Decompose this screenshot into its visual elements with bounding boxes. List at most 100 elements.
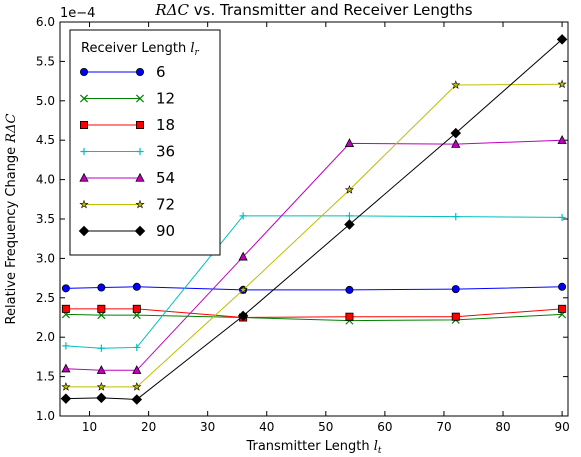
legend-entry: 6: [80, 63, 166, 81]
data-point: [556, 34, 568, 45]
data-point: [80, 147, 88, 156]
x-axis-title-math: l: [374, 439, 378, 454]
data-point: [97, 304, 106, 313]
data-point: [61, 363, 71, 373]
data-point: [60, 393, 72, 404]
x-axis-title-text: Transmitter Length: [245, 439, 373, 454]
data-point: [452, 213, 460, 221]
data-point: [135, 199, 145, 209]
x-tick-label: 20: [141, 420, 156, 434]
data-point: [237, 310, 249, 322]
y-tick-label: 3.5: [36, 212, 55, 226]
data-point: [558, 304, 567, 313]
x-tick-label: 30: [200, 420, 215, 434]
data-point: [344, 138, 355, 147]
data-point: [96, 381, 106, 391]
x-tick-label: 90: [554, 420, 569, 434]
data-point: [136, 147, 144, 156]
legend-frame: [69, 29, 221, 256]
y-tick-label: 2.5: [36, 291, 55, 305]
data-point: [80, 121, 89, 130]
data-point: [132, 282, 141, 291]
legend-entry: 18: [80, 116, 175, 134]
data-point: [451, 285, 460, 294]
legend-title-sub: r: [195, 48, 200, 58]
data-point: [557, 135, 567, 144]
series-layer: [60, 34, 568, 405]
x-axis-ticks: 10 20 30 40 50 60 70 80 90: [82, 22, 570, 434]
y-multiplier: 1e−4: [60, 6, 95, 21]
legend-entry: 54: [79, 169, 175, 187]
legend: Receiver Length lr 6 12 18 36 54 72 90: [69, 29, 221, 256]
data-point: [79, 199, 89, 209]
y-tick-label: 5.0: [36, 94, 55, 108]
y-tick-label: 4.0: [36, 173, 55, 187]
data-point: [135, 94, 145, 103]
x-axis-title-sub: t: [378, 446, 382, 456]
data-point: [450, 127, 462, 139]
x-axis-title: Transmitter Length lt: [245, 439, 381, 456]
series-54: [61, 135, 567, 374]
data-point: [61, 304, 70, 313]
y-tick-label: 1.0: [36, 409, 55, 423]
legend-label: 90: [156, 222, 175, 240]
y-tick-label: 2.0: [36, 330, 55, 344]
x-tick-label: 70: [436, 420, 451, 434]
data-point: [61, 381, 71, 391]
y-axis-title: Relative Frequency Change RΔC: [4, 114, 19, 325]
x-tick-label: 60: [377, 420, 392, 434]
legend-title: Receiver Length lr: [81, 41, 200, 58]
data-point: [557, 79, 567, 89]
legend-label: 72: [156, 196, 175, 214]
legend-label: 54: [156, 169, 175, 187]
data-point: [97, 344, 105, 352]
legend-entry: 72: [79, 196, 175, 214]
data-point: [344, 184, 355, 194]
data-point: [78, 225, 90, 237]
data-point: [238, 285, 248, 294]
x-tick-label: 10: [82, 420, 97, 434]
legend-label: 12: [156, 90, 175, 108]
data-point: [344, 219, 355, 230]
legend-label: 6: [156, 63, 166, 81]
data-point: [79, 172, 89, 182]
series-90: [60, 34, 568, 405]
data-point: [134, 225, 146, 237]
y-axis-title-math: RΔC: [4, 114, 19, 144]
y-tick-label: 1.5: [36, 370, 55, 384]
data-point: [62, 342, 70, 350]
y-axis-title-text: Relative Frequency Change: [4, 143, 19, 325]
data-point: [132, 381, 142, 391]
legend-label: 18: [156, 116, 175, 134]
legend-entries: 6 12 18 36 54 72 90: [78, 63, 175, 240]
data-point: [451, 312, 460, 321]
data-point: [238, 251, 248, 261]
legend-label: 36: [156, 143, 175, 161]
legend-title-text: Receiver Length: [81, 41, 190, 56]
y-tick-label: 6.0: [36, 15, 55, 29]
legend-title-math: l: [190, 41, 194, 56]
data-point: [451, 138, 461, 148]
data-point: [558, 282, 567, 291]
legend-entry: 90: [78, 222, 175, 240]
data-point: [558, 213, 566, 222]
data-point: [133, 343, 141, 352]
data-point: [80, 68, 89, 77]
chart-title-math: RΔC: [154, 1, 189, 19]
data-point: [79, 94, 89, 103]
legend-entry: 36: [80, 143, 175, 161]
y-axis-ticks: 1.0 1.5 2.0 2.5 3.0 3.5 4.0 4.5 5.0 5.5 6.0: [36, 15, 568, 423]
data-point: [345, 312, 354, 321]
data-point: [96, 365, 106, 374]
series-36: [62, 212, 566, 352]
data-point: [96, 392, 107, 404]
data-point: [345, 285, 354, 294]
data-point: [239, 212, 247, 220]
y-tick-label: 4.5: [36, 133, 55, 147]
chart-title-text: vs. Transmitter and Receiver Lengths: [189, 1, 473, 19]
data-point: [61, 284, 70, 293]
data-point: [131, 394, 143, 405]
data-point: [135, 121, 144, 130]
series-72: [61, 79, 567, 391]
